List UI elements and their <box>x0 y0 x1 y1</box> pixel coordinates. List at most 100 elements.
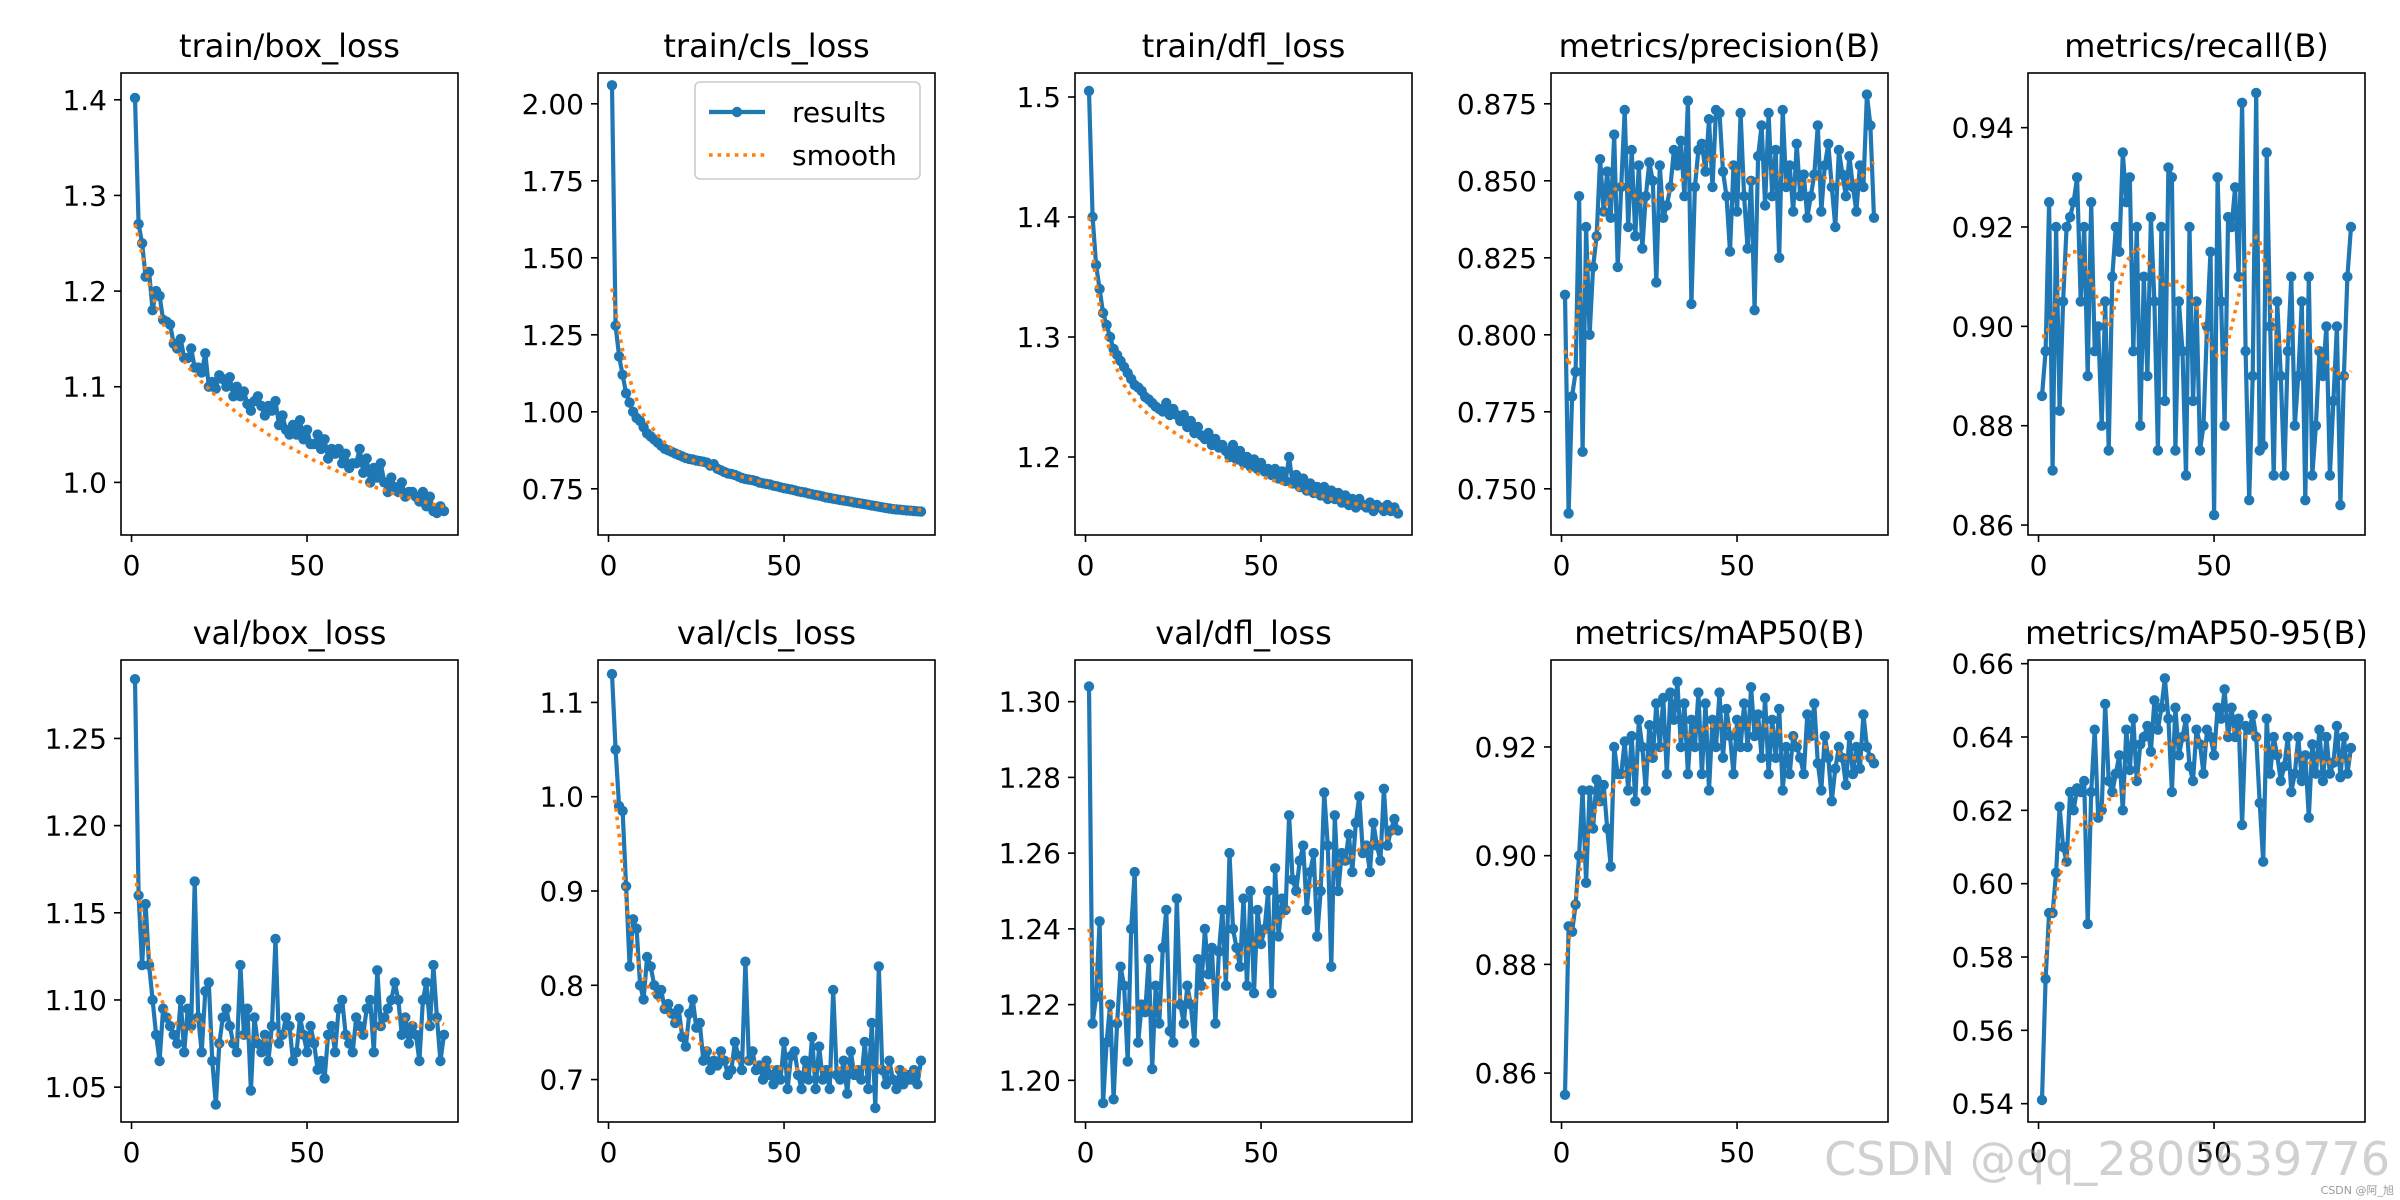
results-point <box>792 1069 804 1081</box>
results-point <box>1245 885 1256 897</box>
results-point <box>2114 246 2125 257</box>
results-point <box>2198 768 2209 779</box>
results-point <box>361 453 372 464</box>
results-point <box>887 1074 899 1085</box>
results-point <box>319 434 330 445</box>
results-point <box>417 994 429 1006</box>
results-point <box>1252 904 1263 916</box>
results-point <box>2286 271 2297 282</box>
results-point <box>1262 885 1274 897</box>
results-point <box>2114 750 2125 761</box>
results-point <box>1570 366 1581 377</box>
y-tick-label: 0.850 <box>1457 165 1537 198</box>
results-point <box>1147 1063 1158 1075</box>
results-point <box>778 1036 790 1048</box>
results-point <box>1255 938 1267 950</box>
results-point <box>2215 296 2227 307</box>
results-point <box>2194 445 2206 456</box>
results-point <box>2138 731 2149 743</box>
results-point <box>1129 866 1140 878</box>
y-tick-label: 0.54 <box>1952 1088 2014 1121</box>
results-point <box>1234 961 1246 972</box>
results-point <box>1283 810 1295 821</box>
results-point <box>365 994 376 1006</box>
results-point <box>308 1038 320 1049</box>
results-point <box>817 1074 828 1085</box>
results-point <box>845 1046 856 1057</box>
results-point <box>1182 980 1193 991</box>
results-point <box>396 477 407 488</box>
results-point <box>814 1041 825 1052</box>
results-point <box>1696 138 1708 149</box>
results-point <box>2145 746 2157 757</box>
results-point <box>361 1003 372 1014</box>
results-point <box>2212 172 2223 183</box>
y-tick-label: 0.92 <box>1952 211 2014 244</box>
results-point <box>294 1012 306 1023</box>
results-point <box>2254 797 2265 809</box>
results-point <box>231 1047 242 1058</box>
results-point <box>175 333 186 345</box>
results-point <box>294 415 306 426</box>
results-point <box>2310 768 2322 779</box>
results-point <box>217 1012 228 1023</box>
y-tick-label: 0.56 <box>1952 1014 2014 1047</box>
results-point <box>736 1064 748 1076</box>
results-point <box>1724 730 1736 742</box>
results-point <box>431 1012 443 1023</box>
x-tick-label: 50 <box>1243 1136 1279 1169</box>
results-point <box>656 984 667 996</box>
results-point <box>1605 212 1616 223</box>
results-point <box>1616 768 1627 780</box>
results-point <box>2082 370 2093 382</box>
results-point <box>1679 698 1690 709</box>
y-tick-label: 0.62 <box>1952 794 2014 827</box>
results-point <box>1784 768 1795 780</box>
results-point <box>2121 197 2132 208</box>
results-point <box>2124 764 2135 776</box>
subplot-metrics-precision-b-: metrics/precision(B) 0.750 0.775 0.800 0.825… <box>1457 27 1889 582</box>
results-point <box>375 458 386 469</box>
results-point <box>1315 885 1326 897</box>
results-point <box>2050 867 2062 878</box>
results-point <box>150 1029 162 1041</box>
results-point <box>1861 741 1873 753</box>
results-point <box>1686 714 1697 725</box>
series-line-smooth <box>1563 154 1876 367</box>
results-point <box>789 1046 800 1057</box>
results-point <box>1833 741 1845 753</box>
x-tick-label: 0 <box>123 1136 141 1169</box>
y-tick-label: 1.2 <box>1016 441 1061 474</box>
results-point <box>2068 805 2079 816</box>
series-line-results <box>1562 92 1877 516</box>
results-point <box>2289 768 2300 779</box>
results-point <box>164 1020 176 1032</box>
results-point <box>1108 1094 1119 1105</box>
results-point <box>1573 191 1585 202</box>
y-tick-label: 0.90 <box>1952 310 2014 343</box>
results-point <box>884 1055 895 1066</box>
results-point <box>775 1074 786 1085</box>
results-point <box>242 1003 253 1014</box>
results-point <box>1185 415 1197 427</box>
results-point <box>1350 817 1362 828</box>
results-point <box>859 1036 870 1048</box>
results-point <box>1140 1007 1151 1018</box>
results-point <box>2075 296 2086 307</box>
results-point <box>1584 329 1595 340</box>
y-tick-label: 0.8 <box>539 969 584 1002</box>
results-point <box>1784 160 1795 171</box>
results-point <box>1392 825 1404 836</box>
subplot-title: metrics/mAP50-95(B) <box>2025 614 2368 652</box>
results-point <box>2328 395 2339 407</box>
results-point <box>1759 692 1771 704</box>
results-point <box>634 980 646 991</box>
y-tick-label: 1.2 <box>62 275 107 308</box>
results-point <box>1322 840 1334 851</box>
results-point <box>1763 768 1774 780</box>
subplot-metrics-map50-95-b-: metrics/mAP50-95(B) 0.54 0.56 0.58 0.60 0.62 0… <box>1952 614 2368 1169</box>
results-point <box>1623 785 1634 796</box>
results-point <box>129 674 141 685</box>
results-point <box>606 80 618 91</box>
results-point <box>1805 730 1817 742</box>
